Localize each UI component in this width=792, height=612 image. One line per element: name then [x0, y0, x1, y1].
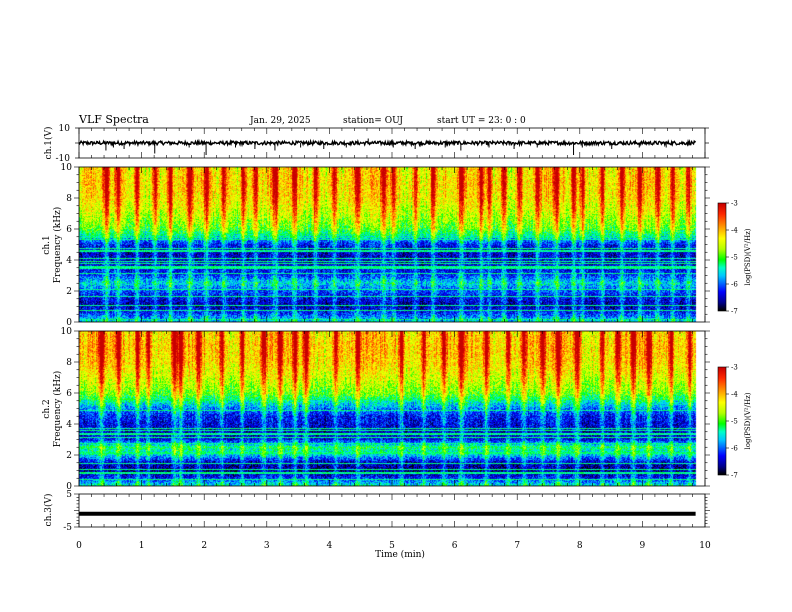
ch1-spectrogram-ytick-label: 10: [61, 163, 73, 173]
ch1-colorbar-label: log(PSD)(V²/Hz): [744, 228, 752, 285]
ch1-colorbar-tick-label: -7: [731, 308, 738, 316]
ch1-ytick-bottom: -10: [56, 154, 71, 164]
time-axis-tick-label: 9: [640, 541, 646, 551]
ch1-spectrogram-ytick-label: 4: [66, 256, 72, 266]
ch1-spectrogram-ylabel-channel: ch.1: [42, 235, 52, 254]
ch2-spectrogram-ytick-label: 2: [66, 451, 72, 461]
ch1-waveform-ylabel: ch.1(V): [43, 127, 54, 160]
ch2-colorbar-tick-label: -4: [731, 391, 738, 399]
time-axis-label: Time (min): [375, 549, 425, 560]
time-axis-tick-label: 6: [452, 541, 458, 551]
station-label: station= OUJ: [343, 116, 403, 126]
ch2-spectrogram-ytick-label: 10: [61, 327, 73, 337]
ch1-spectrogram-ytick-label: 8: [66, 194, 72, 204]
ch1-spectrogram-image: [79, 167, 705, 322]
time-axis-tick-label: 3: [264, 541, 270, 551]
time-axis-tick-label: 4: [327, 541, 333, 551]
time-axis-tick-label: 8: [577, 541, 583, 551]
time-axis-tick-label: 0: [76, 541, 82, 551]
ch2-spectrogram-ylabel-channel: ch.2: [42, 399, 52, 418]
ch1-waveform-ticks: [75, 127, 709, 159]
start-time-label: start UT = 23: 0 : 0: [437, 116, 526, 126]
ch3-waveform-panel: 5 -5 ch.3(V): [43, 490, 710, 533]
ch2-colorbar-tick-label: -5: [731, 418, 738, 426]
ch1-colorbar-tick-label: -4: [731, 227, 738, 235]
ch2-colorbar-tick-label: -3: [731, 364, 738, 372]
figure-title: VLF Spectra: [78, 113, 149, 126]
ch2-colorbar-ticks: -3 -4 -5 -6 -7: [726, 364, 738, 480]
ch2-colorbar-tick-label: -7: [731, 472, 738, 480]
ch2-colorbar: [718, 367, 726, 475]
ch3-waveform-ylabel: ch.3(V): [43, 494, 54, 527]
ch1-colorbar-ticks: -3 -4 -5 -6 -7: [726, 200, 738, 316]
ch1-spectrogram-ytick-label: 0: [66, 318, 72, 328]
time-axis-tick-label: 1: [139, 541, 145, 551]
ch1-colorbar: [718, 203, 726, 311]
ch1-ytick-top: 10: [59, 124, 71, 134]
ch1-spectrogram-ylabel-frequency: Frequency (kHz): [52, 207, 63, 284]
ch1-spectrogram-ytick-label: 6: [66, 225, 72, 235]
ch1-spectrogram-yticks: 0 2 4 6 8 10: [61, 163, 710, 328]
ch1-waveform-line: [78, 138, 697, 148]
ch3-ytick-label: -5: [63, 523, 72, 533]
ch2-spectrogram-ytick-label: 6: [66, 389, 72, 399]
date-label: Jan. 29, 2025: [249, 116, 311, 126]
time-axis: 0 1 2 3 4 5 6 7 8 9 10: [76, 541, 711, 551]
ch2-spectrogram-image: [79, 331, 705, 486]
ch1-waveform-panel: 10 -10 ch.1(V): [43, 124, 709, 164]
ch1-spectrogram-ytick-label: 2: [66, 287, 72, 297]
ch1-colorbar-tick-label: -5: [731, 254, 738, 262]
ch1-colorbar-tick-label: -6: [731, 281, 738, 289]
ch2-spectrogram-yticks: 0 2 4 6 8 10: [61, 327, 710, 492]
ch2-spectrogram-ytick-label: 0: [66, 482, 72, 492]
ch3-ytick-label: 5: [66, 490, 72, 500]
ch2-spectrogram-ytick-label: 4: [66, 420, 72, 430]
ch3-waveform-ticks: 5 -5: [63, 490, 710, 533]
time-axis-tick-label: 10: [699, 541, 711, 551]
ch2-spectrogram-ylabel-frequency: Frequency (kHz): [52, 371, 63, 448]
ch1-waveform-trace: [78, 138, 697, 155]
ch2-colorbar-tick-label: -6: [731, 445, 738, 453]
time-axis-tick-label: 5: [389, 541, 395, 551]
time-axis-tick-label: 7: [514, 541, 520, 551]
ch2-colorbar-label: log(PSD)(V²/Hz): [744, 392, 752, 449]
time-axis-tick-label: 2: [201, 541, 207, 551]
ch2-spectrogram-ytick-label: 8: [66, 358, 72, 368]
ch1-colorbar-tick-label: -3: [731, 200, 738, 208]
